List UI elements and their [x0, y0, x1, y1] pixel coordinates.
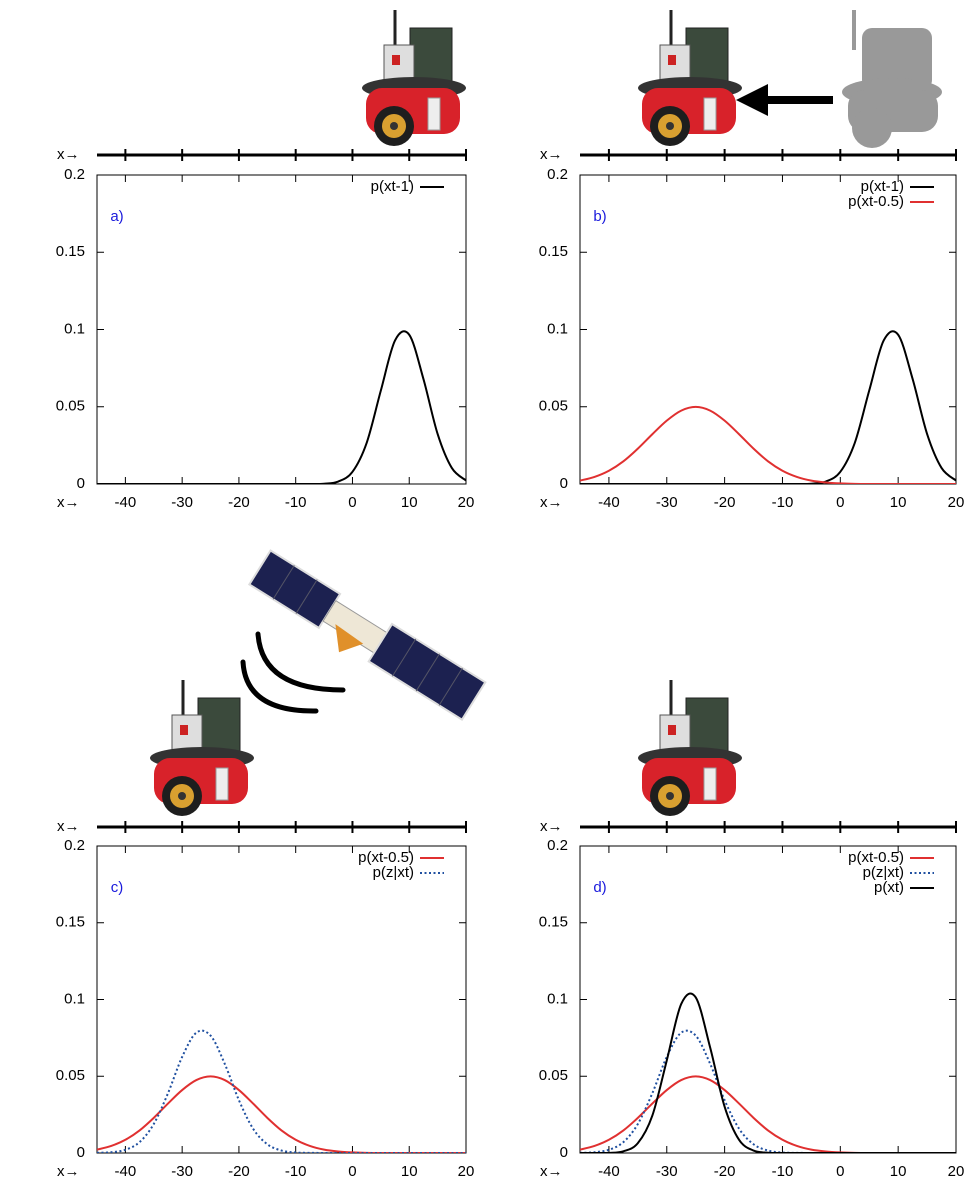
y-tick-label: 0.1	[64, 320, 85, 337]
y-tick-label: 0.05	[56, 398, 85, 415]
x-tick-label: -40	[598, 1163, 620, 1180]
chart-panel: x→ 0 0.05 0.1 0.15 0.2 -40 -30 -20 -10 0 10 20 x→ a) p(…	[56, 146, 475, 511]
y-tick-label: 0.05	[539, 1067, 568, 1084]
x-tick-label: 20	[948, 494, 965, 511]
legend-label: p(xt-0.5)	[358, 849, 414, 866]
data-line	[580, 405, 956, 484]
track-label: x→	[57, 146, 80, 163]
x-tick-label: -40	[115, 1163, 137, 1180]
x-tick-label: -20	[714, 1163, 736, 1180]
legend-label: p(z|xt)	[863, 864, 904, 881]
x-tick-label: -30	[171, 1163, 193, 1180]
plot-frame	[96, 845, 467, 1154]
x-tick-label: 10	[890, 494, 907, 511]
x-tick-label: 10	[401, 1163, 418, 1180]
data-line	[97, 1075, 466, 1153]
y-tick-label: 0.2	[64, 166, 85, 183]
y-tick-label: 0.15	[56, 243, 85, 260]
x-tick-label: -30	[656, 494, 678, 511]
robot-image	[636, 8, 744, 148]
satellite	[247, 549, 487, 722]
move-arrow	[736, 84, 833, 116]
x-tick-label: -10	[285, 494, 307, 511]
legend-label: p(xt-1)	[371, 178, 414, 195]
data-line	[580, 992, 956, 1153]
data-line	[580, 330, 956, 484]
y-tick-label: 0.2	[547, 837, 568, 854]
y-tick-label: 0.1	[547, 990, 568, 1007]
data-line	[97, 330, 466, 484]
robot-image	[148, 678, 256, 818]
x-tick-label: -20	[228, 494, 250, 511]
x-tick-label: 20	[948, 1163, 965, 1180]
legend-label: p(z|xt)	[373, 864, 414, 881]
x-tick-label: -20	[714, 494, 736, 511]
y-tick-label: 0	[77, 1144, 85, 1161]
x-axis-label: x→	[540, 1163, 563, 1180]
robot-ghost	[842, 10, 942, 148]
data-line	[97, 1029, 466, 1153]
x-tick-label: 20	[458, 494, 475, 511]
x-tick-label: 10	[401, 494, 418, 511]
legend-label: p(xt-0.5)	[848, 193, 904, 210]
x-tick-label: -40	[598, 494, 620, 511]
x-tick-label: 0	[836, 1163, 844, 1180]
y-tick-label: 0	[560, 475, 568, 492]
x-tick-label: -30	[171, 494, 193, 511]
panel-label: a)	[110, 208, 123, 225]
track-label: x→	[540, 146, 563, 163]
y-tick-label: 0.15	[539, 914, 568, 931]
robot-image	[636, 678, 744, 818]
legend-label: p(xt)	[874, 879, 904, 896]
plot-frame	[96, 174, 467, 485]
x-tick-label: 0	[348, 1163, 356, 1180]
x-tick-label: 10	[890, 1163, 907, 1180]
x-tick-label: 0	[836, 494, 844, 511]
y-tick-label: 0.15	[539, 243, 568, 260]
y-tick-label: 0.05	[539, 398, 568, 415]
y-tick-label: 0	[560, 1144, 568, 1161]
robot-image	[360, 8, 468, 148]
y-tick-label: 0	[77, 475, 85, 492]
y-tick-label: 0.2	[64, 837, 85, 854]
chart-panel: x→ 0 0.05 0.1 0.15 0.2 -40 -30 -20 -10 0 10 20 x→ d) p(…	[539, 818, 965, 1180]
x-tick-label: -10	[772, 494, 794, 511]
x-tick-label: -40	[115, 494, 137, 511]
y-tick-label: 0.15	[56, 914, 85, 931]
data-line	[580, 1075, 956, 1153]
x-axis-label: x→	[57, 494, 80, 511]
data-line	[580, 1029, 956, 1153]
x-tick-label: -30	[656, 1163, 678, 1180]
chart-panel: x→ 0 0.05 0.1 0.15 0.2 -40 -30 -20 -10 0 10 20 x→ c) p(…	[56, 818, 475, 1180]
x-tick-label: 0	[348, 494, 356, 511]
panel-label: c)	[111, 879, 124, 896]
chart-panel: x→ 0 0.05 0.1 0.15 0.2 -40 -30 -20 -10 0 10 20 x→ b) p(…	[539, 146, 965, 511]
x-tick-label: -10	[772, 1163, 794, 1180]
legend-label: p(xt-0.5)	[848, 849, 904, 866]
track-label: x→	[540, 818, 563, 835]
legend-label: p(xt-1)	[861, 178, 904, 195]
y-tick-label: 0.2	[547, 166, 568, 183]
plot-frame	[579, 174, 957, 485]
panel-label: b)	[593, 208, 606, 225]
x-axis-label: x→	[57, 1163, 80, 1180]
y-tick-label: 0.1	[64, 990, 85, 1007]
y-tick-label: 0.05	[56, 1067, 85, 1084]
x-tick-label: -20	[228, 1163, 250, 1180]
x-axis-label: x→	[540, 494, 563, 511]
signal-waves	[240, 631, 346, 714]
x-tick-label: 20	[458, 1163, 475, 1180]
track-label: x→	[57, 818, 80, 835]
panel-label: d)	[593, 879, 606, 896]
y-tick-label: 0.1	[547, 320, 568, 337]
x-tick-label: -10	[285, 1163, 307, 1180]
